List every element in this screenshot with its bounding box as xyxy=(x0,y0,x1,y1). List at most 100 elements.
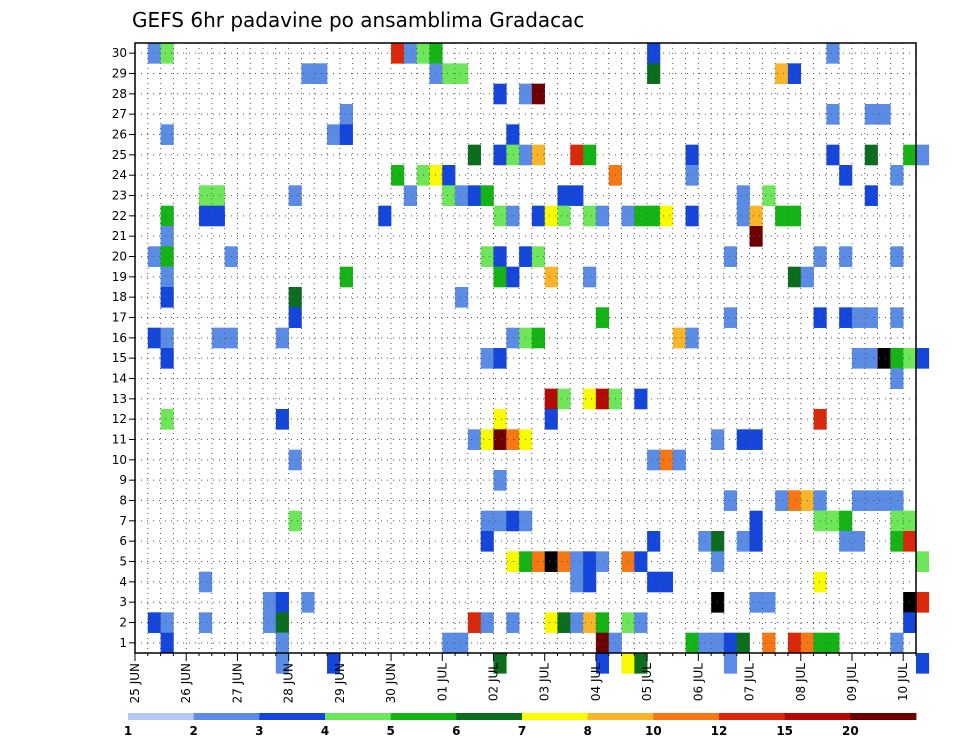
heatmap-cell xyxy=(211,205,225,227)
x-tick-label: 07 JUL xyxy=(743,663,757,701)
heatmap-cell xyxy=(480,531,494,552)
y-tick-label: 15 xyxy=(112,351,127,365)
heatmap-cell xyxy=(851,307,866,328)
heatmap-cell xyxy=(570,612,584,633)
heatmap-cell xyxy=(480,510,494,532)
legend-swatch xyxy=(325,713,392,720)
heatmap-cell xyxy=(890,348,904,369)
x-tick-label: 05 JUL xyxy=(640,663,654,701)
heatmap-cell xyxy=(403,43,417,64)
heatmap-cell xyxy=(493,470,507,491)
y-tick-label: 6 xyxy=(119,534,127,548)
heatmap-cell xyxy=(659,205,674,227)
heatmap-cell xyxy=(506,510,520,532)
heatmap-cell xyxy=(775,63,789,84)
heatmap-cell xyxy=(160,246,174,267)
legend-swatch xyxy=(128,713,195,720)
x-tick-label: 30 JUN xyxy=(384,663,398,703)
heatmap-cell xyxy=(595,388,610,410)
x-tick-label: 03 JUL xyxy=(538,663,552,701)
legend-label: 4 xyxy=(321,724,329,738)
heatmap-cell xyxy=(544,266,558,288)
heatmap-cell xyxy=(916,592,930,613)
heatmap-cell xyxy=(480,348,494,369)
legend-swatch xyxy=(587,713,654,720)
heatmap-cell xyxy=(749,429,763,450)
heatmap-cell xyxy=(839,531,853,552)
heatmap-cell xyxy=(506,205,520,227)
legend-swatch xyxy=(193,713,260,720)
heatmap-cell xyxy=(378,205,392,227)
heatmap-cell xyxy=(147,612,161,633)
heatmap-cell xyxy=(557,388,571,410)
heatmap-cell xyxy=(570,571,584,593)
heatmap-cell xyxy=(327,653,341,674)
heatmap-cell xyxy=(685,632,699,654)
heatmap-cell xyxy=(160,327,174,349)
heatmap-cell xyxy=(890,531,904,552)
heatmap-cell xyxy=(813,571,827,593)
heatmap-cell xyxy=(506,612,520,633)
heatmap-cell xyxy=(557,205,571,227)
heatmap-cell xyxy=(595,653,610,674)
y-tick-label: 9 xyxy=(119,473,127,487)
legend-label: 12 xyxy=(711,724,728,738)
heatmap-cell xyxy=(147,43,161,64)
heatmap-cell xyxy=(160,43,174,64)
y-tick-label: 4 xyxy=(119,575,127,589)
heatmap-cell xyxy=(506,551,520,572)
x-tick-label: 01 JUL xyxy=(435,663,449,701)
heatmap-cell xyxy=(647,63,661,84)
y-tick-label: 22 xyxy=(112,209,127,223)
heatmap-cell xyxy=(762,185,776,206)
x-tick-label: 09 JUL xyxy=(845,663,859,701)
heatmap-cell xyxy=(634,388,648,410)
heatmap-cell xyxy=(839,510,853,532)
heatmap-cell xyxy=(314,63,328,84)
heatmap-cell xyxy=(685,165,699,186)
heatmap-cell xyxy=(864,348,878,369)
heatmap-cell xyxy=(659,449,674,471)
heatmap-cell xyxy=(147,246,161,267)
heatmap-cell xyxy=(672,327,686,349)
heatmap-cell xyxy=(557,185,571,206)
heatmap-cell xyxy=(544,551,558,572)
y-tick-label: 26 xyxy=(112,128,127,142)
heatmap-cell xyxy=(851,348,866,369)
heatmap-cell xyxy=(813,490,827,511)
heatmap-cell xyxy=(890,165,904,186)
heatmap-cell xyxy=(493,348,507,369)
x-tick-label: 25 JUN xyxy=(128,663,142,703)
legend-label: 8 xyxy=(583,724,591,738)
heatmap-cell xyxy=(890,510,904,532)
heatmap-cell xyxy=(275,653,289,674)
heatmap-cell xyxy=(263,592,277,613)
y-tick-label: 11 xyxy=(112,433,127,447)
y-tick-label: 21 xyxy=(112,229,127,243)
heatmap-cell xyxy=(160,612,174,633)
x-axis-ticks: 25 JUN 26 JUN 27 JUN 28 JUN 29 JUN 30 JUN 01 J… xyxy=(128,653,917,703)
heatmap-cell xyxy=(813,307,827,328)
heatmap-cell xyxy=(916,551,930,572)
legend-swatch xyxy=(653,713,720,720)
heatmap-cell xyxy=(301,592,315,613)
color-legend: 1 2 3 4 5 6 7 8 10 12 15 20 xyxy=(124,713,917,738)
heatmap-cell xyxy=(544,612,558,633)
heatmap-cell xyxy=(775,490,789,511)
legend-swatch xyxy=(784,713,851,720)
y-tick-label: 30 xyxy=(112,46,127,60)
heatmap-cell xyxy=(723,307,738,328)
heatmap-cell xyxy=(749,510,763,532)
heatmap-cell xyxy=(160,409,174,430)
heatmap-cell xyxy=(506,266,520,288)
heatmap-cell xyxy=(493,429,507,450)
heatmap-cell xyxy=(301,63,315,84)
heatmap-cell xyxy=(736,185,750,206)
y-tick-label: 24 xyxy=(112,168,127,182)
heatmap-cell xyxy=(288,510,302,532)
y-tick-label: 27 xyxy=(112,107,127,121)
heatmap-cell xyxy=(288,307,302,328)
y-tick-label: 10 xyxy=(112,453,127,467)
heatmap-cell xyxy=(339,266,353,288)
